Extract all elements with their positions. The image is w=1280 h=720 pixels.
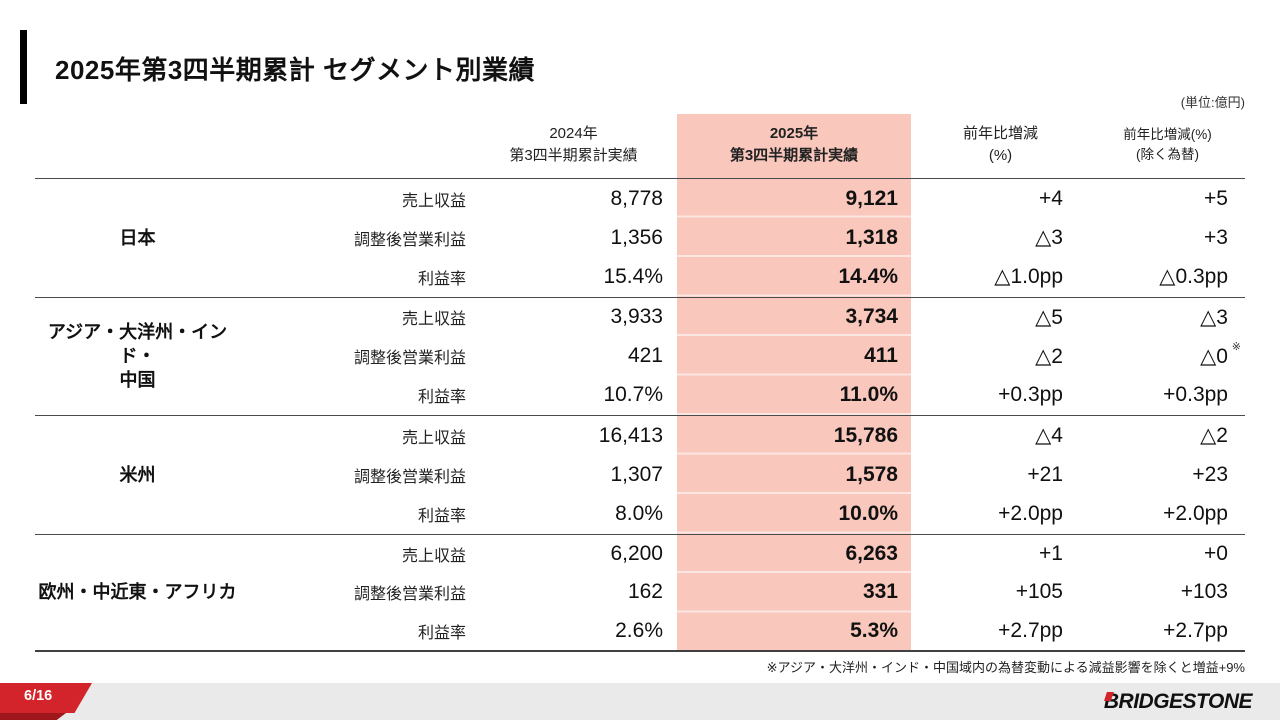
value-yoy-excl-fx: +103 <box>1180 580 1228 604</box>
value-yoy: +4 <box>1039 186 1063 210</box>
value-yoy-excl-fx: +23 <box>1192 462 1228 486</box>
value-2025: 11.0% <box>839 383 898 407</box>
value-yoy: △3 <box>1035 226 1063 250</box>
header-spacer-segment <box>35 112 240 178</box>
value-2024: 1,356 <box>610 225 663 249</box>
title-accent-bar <box>20 30 27 104</box>
unit-note: (単位:億円) <box>1180 95 1245 110</box>
metric-label: 売上収益 <box>401 429 466 447</box>
value-yoy-excl-fx: +2.7pp <box>1163 618 1228 642</box>
header-spacer-metric <box>240 112 470 178</box>
bridgestone-logo-text: BRIDGESTONE <box>1103 690 1253 713</box>
page-number-flag-shadow <box>0 713 66 720</box>
value-2025: 9,121 <box>845 186 898 210</box>
value-2024: 2.6% <box>615 618 663 642</box>
segment-label: 日本 <box>119 227 156 248</box>
value-yoy-excl-fx: +5 <box>1204 186 1228 210</box>
value-2025: 15,786 <box>833 423 898 447</box>
page-number: 6/16 <box>24 688 53 704</box>
metric-label: 売上収益 <box>401 192 466 210</box>
bridgestone-logo-red-accent-icon <box>1104 692 1114 701</box>
footnote: ※アジア・大洋州・インド・中国域内の為替変動による減益影響を除くと増益+9% <box>766 660 1245 675</box>
value-2024: 3,933 <box>610 305 663 329</box>
column-header-2024: 2024年 第3四半期累計実績 <box>509 125 638 164</box>
value-yoy: +2.0pp <box>998 501 1063 525</box>
value-2025: 5.3% <box>850 618 898 642</box>
value-yoy-excl-fx: +2.0pp <box>1163 501 1228 525</box>
metric-label: 売上収益 <box>401 311 466 329</box>
value-yoy: △2 <box>1035 344 1063 368</box>
value-yoy-excl-fx-text: △0 <box>1200 344 1228 368</box>
value-2025: 1,578 <box>845 462 898 486</box>
segment-americas: 米州 売上収益 16,413 15,786 △4 △2 調整後営業利益 1,30… <box>35 415 1245 534</box>
metric-label: 利益率 <box>417 270 466 288</box>
metric-label: 売上収益 <box>401 547 466 565</box>
metric-label: 調整後営業利益 <box>353 586 466 604</box>
value-yoy: +105 <box>1015 580 1063 604</box>
value-yoy-excl-fx: △2 <box>1200 424 1228 448</box>
value-2024: 15.4% <box>603 264 663 288</box>
value-yoy: +2.7pp <box>998 618 1063 642</box>
segment-results-table: 2024年 第3四半期累計実績 2025年 第3四半期累計実績 前年比増減 (%… <box>35 112 1245 652</box>
value-2025: 10.0% <box>838 501 898 525</box>
segment-asia-oceania-india-china: アジア・大洋州・インド・ 中国 売上収益 3,933 3,734 △5 △3 調… <box>35 296 1245 416</box>
value-yoy-excl-fx: +3 <box>1204 225 1228 249</box>
value-yoy: △1.0pp <box>994 265 1063 289</box>
metric-label: 調整後営業利益 <box>353 350 466 368</box>
column-header-yoy: 前年比増減 (%) <box>962 125 1038 164</box>
value-yoy-excl-fx: △0.3pp <box>1159 265 1228 289</box>
segment-label: アジア・大洋州・インド・ 中国 <box>47 321 228 391</box>
value-2024: 162 <box>627 580 663 604</box>
segment-japan: 日本 売上収益 8,778 9,121 +4 +5 調整後営業利益 1,356 … <box>35 178 1245 297</box>
value-2025: 1,318 <box>845 225 898 249</box>
value-yoy: +21 <box>1027 462 1063 486</box>
value-yoy-excl-fx: +0 <box>1204 541 1228 565</box>
value-2025: 6,263 <box>845 541 898 565</box>
value-2024: 8.0% <box>615 501 663 525</box>
bridgestone-logo: BRIDGESTONE <box>1103 690 1253 714</box>
value-2024: 421 <box>627 344 663 368</box>
table-header-row: 2024年 第3四半期累計実績 2025年 第3四半期累計実績 前年比増減 (%… <box>35 112 1245 178</box>
segment-europe-mideast-africa: 欧州・中近東・アフリカ 売上収益 6,200 6,263 +1 +0 調整後営業… <box>35 533 1245 652</box>
value-yoy-excl-fx: +0.3pp <box>1163 383 1228 407</box>
metric-label: 利益率 <box>417 624 466 642</box>
segment-label: 米州 <box>119 464 156 485</box>
value-yoy: +0.3pp <box>998 383 1063 407</box>
metric-label: 利益率 <box>417 507 466 525</box>
value-yoy-excl-fx: △0 ※ <box>1090 337 1245 376</box>
value-yoy: +1 <box>1039 541 1063 565</box>
segment-label: 欧州・中近東・アフリカ <box>38 582 237 603</box>
metric-label: 調整後営業利益 <box>353 468 466 486</box>
value-2025: 411 <box>864 344 898 368</box>
value-2024: 6,200 <box>610 541 663 565</box>
value-2025: 331 <box>862 580 898 604</box>
column-header-yoy-excl-fx: 前年比増減(%) (除く為替) <box>1123 127 1212 162</box>
value-2024: 10.7% <box>603 383 663 407</box>
page-title: 2025年第3四半期累計 セグメント別業績 <box>55 55 536 85</box>
footer-bar: 6/16 BRIDGESTONE <box>0 683 1280 720</box>
footnote-reference-mark: ※ <box>1231 340 1241 353</box>
value-yoy: △5 <box>1035 305 1063 329</box>
value-2025: 14.4% <box>838 264 898 288</box>
value-yoy-excl-fx: △3 <box>1200 305 1228 329</box>
page-number-flag <box>0 683 92 713</box>
value-2024: 8,778 <box>610 186 663 210</box>
value-2024: 1,307 <box>610 462 663 486</box>
column-header-2025: 2025年 第3四半期累計実績 <box>729 125 859 164</box>
metric-label: 調整後営業利益 <box>353 231 466 249</box>
metric-label: 利益率 <box>417 389 466 407</box>
value-2024: 16,413 <box>598 423 663 447</box>
value-yoy: △4 <box>1035 424 1063 448</box>
value-2025: 3,734 <box>845 305 898 329</box>
